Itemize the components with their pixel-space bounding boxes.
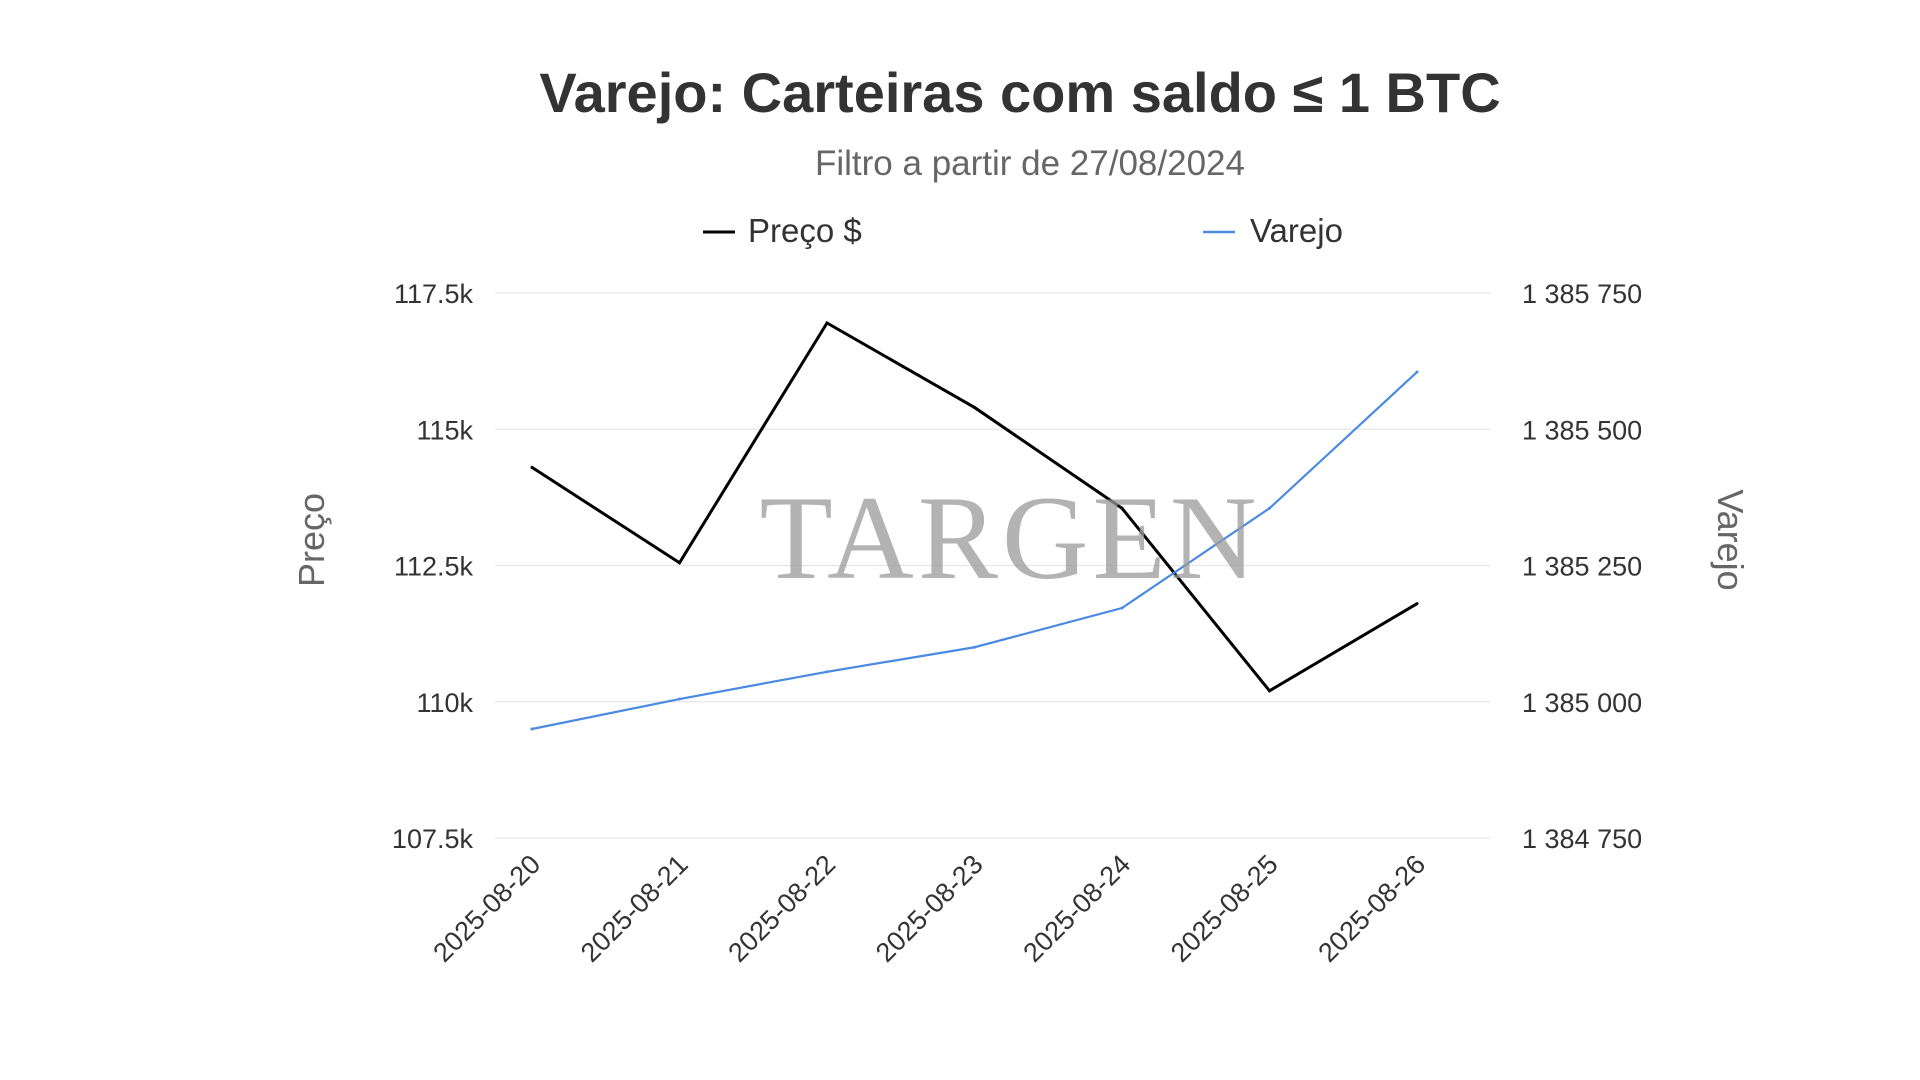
data-point-varejo [1415,370,1419,374]
right-tick-label: 1 384 750 [1522,824,1642,854]
right-axis-title: Varejo [1710,489,1751,590]
data-point-varejo [973,645,976,649]
legend-item-preco[interactable]: Preço $ [703,212,862,249]
left-axis-ticks: 107.5k 110k 112.5k 115k 117.5k [392,279,474,854]
x-tick-label: 2025-08-22 [722,849,841,968]
watermark: TARGEN [759,471,1260,604]
data-point-preco [1415,602,1419,606]
data-point-varejo [1120,606,1124,610]
legend-label-preco: Preço $ [748,212,862,249]
legend-item-varejo[interactable]: Varejo [1203,212,1343,249]
left-tick-label: 107.5k [392,824,474,854]
right-tick-label: 1 385 000 [1522,688,1642,718]
x-tick-label: 2025-08-23 [870,849,989,968]
chart-subtitle: Filtro a partir de 27/08/2024 [815,144,1245,183]
right-tick-label: 1 385 250 [1522,552,1642,582]
left-tick-label: 117.5k [394,279,474,309]
legend-label-varejo: Varejo [1250,212,1343,249]
x-tick-label: 2025-08-26 [1312,849,1431,968]
x-tick-label: 2025-08-25 [1165,849,1284,968]
data-point-preco [825,321,829,325]
x-tick-label: 2025-08-21 [575,849,694,968]
data-point-preco [973,405,976,409]
series-lines [530,320,1419,731]
x-tick-label: 2025-08-20 [427,849,546,968]
data-point-varejo [530,727,534,731]
right-tick-label: 1 385 500 [1522,415,1642,445]
chart-title: Varejo: Carteiras com saldo ≤ 1 BTC [539,61,1500,124]
data-point-varejo [825,670,829,674]
x-tick-label: 2025-08-24 [1017,849,1136,968]
data-point-preco [1268,689,1271,693]
data-point-preco [1120,506,1124,510]
legend: Preço $ Varejo [703,212,1343,249]
left-tick-label: 115k [416,415,473,445]
right-axis-ticks: 1 384 750 1 385 000 1 385 250 1 385 500 1 38… [1522,279,1642,854]
left-tick-label: 110k [416,688,473,718]
right-tick-label: 1 385 750 [1522,279,1642,309]
data-point-varejo [1268,506,1271,510]
left-tick-label: 112.5k [394,552,474,582]
x-axis-ticks: 2025-08-20 2025-08-21 2025-08-22 2025-08-23… [427,849,1431,968]
data-point-varejo [678,697,681,701]
left-axis-title: Preço [291,493,332,587]
data-point-preco [678,561,681,565]
data-point-preco [530,465,534,469]
